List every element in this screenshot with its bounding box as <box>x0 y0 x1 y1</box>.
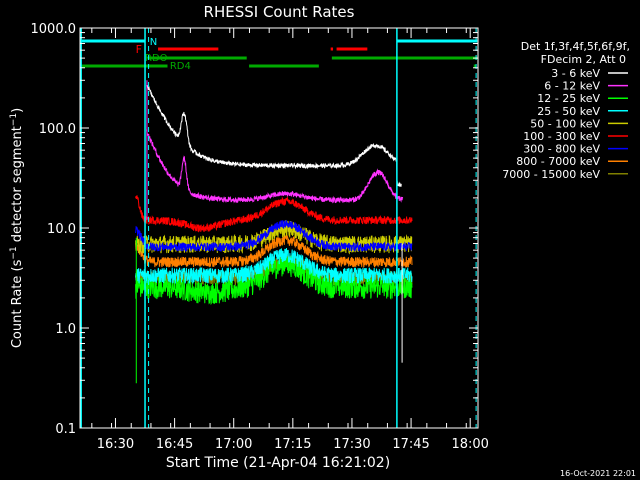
flag-label-f: F <box>136 43 142 56</box>
series-line-3to6kev <box>146 84 402 188</box>
chart-title: RHESSI Count Rates <box>204 3 355 21</box>
legend: Det 1f,3f,4f,5f,6f,9f, FDecim 2, Att 0 3… <box>502 40 630 181</box>
legend-item-label: 25 - 50 keV <box>537 105 600 118</box>
flag-label-rdo: RDO <box>145 53 168 64</box>
x-tick-label: 18:00 <box>451 437 488 452</box>
y-axis-label: Count Rate (s−1 detector segment−1) <box>9 108 25 348</box>
series-line-6to12kev <box>146 129 404 204</box>
x-tick-label: 17:00 <box>215 437 252 452</box>
legend-header-line-1: Det 1f,3f,4f,5f,6f,9f, <box>521 40 630 53</box>
x-tick-label: 16:45 <box>156 437 193 452</box>
y-tick-label: 0.1 <box>55 422 76 437</box>
x-tick-label: 17:30 <box>333 437 370 452</box>
legend-item-label: 12 - 25 keV <box>537 92 600 105</box>
legend-item-label: 100 - 300 keV <box>523 130 600 143</box>
legend-item-label: 300 - 800 keV <box>523 143 600 156</box>
x-tick-label: 17:15 <box>274 437 311 452</box>
x-tick-label: 16:30 <box>97 437 134 452</box>
x-axis-label: Start Time (21-Apr-04 16:21:02) <box>166 455 390 471</box>
series-layer <box>135 80 413 384</box>
series-line-25to50kev <box>135 247 413 284</box>
legend-item-label: 50 - 100 keV <box>530 117 600 130</box>
legend-item-label: 3 - 6 keV <box>551 67 600 80</box>
series-line-100to300kev <box>135 195 413 233</box>
series-line-300to800kev <box>135 219 413 253</box>
series-line-12to25kev <box>135 254 413 306</box>
plot-timestamp: 16-Oct-2021 22:01 <box>560 469 636 478</box>
legend-item-label: 800 - 7000 keV <box>516 155 600 168</box>
series-line-50to100kev <box>135 220 413 255</box>
y-tick-label: 100.0 <box>39 122 76 137</box>
y-tick-label: 10.0 <box>47 222 76 237</box>
legend-item-label: 6 - 12 keV <box>544 80 600 93</box>
y-tick-label: 1.0 <box>55 322 76 337</box>
flag-label-n: N <box>150 37 157 48</box>
y-tick-label: 1000.0 <box>31 22 77 37</box>
legend-item-label: 7000 - 15000 keV <box>502 168 600 181</box>
flag-label-rd4: RD4 <box>170 61 191 72</box>
series-line-800to7000kev <box>135 234 413 269</box>
axis-ticks: 0.1 1.0 10.0 100.0 1000.0 16:30 16:45 17:00 17:1… <box>31 22 489 452</box>
legend-header-line-2: FDecim 2, Att 0 <box>541 53 626 66</box>
x-tick-label: 17:45 <box>392 437 429 452</box>
